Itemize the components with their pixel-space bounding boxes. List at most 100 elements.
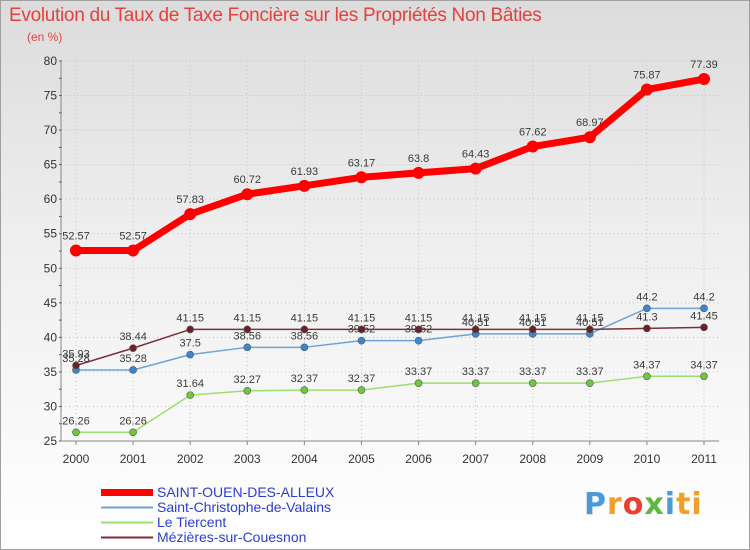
series-0-point [412,166,425,179]
legend-item: Saint-Christophe-de-Valains [101,500,334,515]
y-tick-label: 60 [44,192,58,206]
series-2-line [75,375,705,434]
series-0-point [698,73,710,86]
series-1-point [186,350,194,359]
legend-swatch-le-tiercent [101,521,153,524]
legend: SAINT-OUEN-DES-ALLEUX Saint-Christophe-d… [101,485,334,545]
x-tick-label: 2006 [405,452,432,466]
legend-swatch-mezieres [101,536,153,539]
series-0-point [583,131,596,144]
series-3-line [75,326,705,367]
series-3-data-label: 41.15 [405,312,433,324]
series-0-data-label: 61.93 [291,166,319,178]
series-1-point [300,343,309,352]
series-2-point [528,379,537,387]
series-1-data-label: 44.2 [636,291,657,303]
x-tick-label: 2004 [291,452,318,466]
series-3-point [586,325,594,334]
series-0-point [241,188,254,201]
series-1-data-label: 39.52 [348,324,376,336]
series-1-data-label: 44.2 [693,291,714,303]
series-0-point [526,140,539,153]
y-tick-label: 70 [44,123,58,137]
series-3-point [643,324,651,333]
legend-label-saint-christophe: Saint-Christophe-de-Valains [157,499,332,515]
series-2-data-label: 26.26 [62,415,90,427]
series-1-point [357,336,366,345]
legend-item: Le Tiercent [101,515,334,530]
series-1-point [643,304,651,313]
series-2-point [586,379,594,387]
series-2-data-label: 34.37 [690,359,718,371]
y-tick-label: 55 [44,227,58,241]
series-0-point [70,244,82,257]
data-labels: 52.57 52.57 57.83 60.72 61.93 63.17 63.8 64.43 6… [62,59,718,427]
series-2-point [357,386,366,394]
legend-label-saint-ouen: SAINT-OUEN-DES-ALLEUX [157,484,335,500]
legend-label-le-tiercent: Le Tiercent [157,514,227,530]
series-3-data-label: 41.15 [462,312,490,324]
axes: 25 30 35 40 45 50 55 60 65 70 75 80 2000 2001 2002 2003… [44,54,719,466]
x-tick-label: 2000 [63,452,90,466]
y-tick-label: 50 [44,261,58,275]
series-3-data-label: 41.45 [690,310,718,322]
series-3-data-label: 41.15 [576,312,604,324]
legend-swatch-saint-ouen [101,489,153,496]
series-3-point [300,325,309,334]
series-0-point [298,179,311,192]
series-2-data-label: 33.37 [576,366,604,378]
series-2-data-label: 32.37 [348,373,376,385]
x-tick-label: 2008 [519,452,546,466]
x-tick-label: 2007 [462,452,489,466]
y-tick-label: 80 [44,54,58,68]
y-tick-label: 65 [44,158,58,172]
y-tick-label: 30 [44,399,58,413]
x-tick-label: 2001 [120,452,147,466]
series-3-point [129,344,137,352]
series-0-data-label: 77.39 [690,59,718,71]
series-2-data-label: 33.37 [405,366,433,378]
series-2-data-label: 31.64 [176,378,204,390]
series-3-point [243,325,252,334]
series-2-data-label: 34.37 [633,359,661,371]
series-1-data-label: 40.51 [519,317,547,329]
series-3-data-label: 41.15 [291,312,319,324]
series-2-point [243,386,252,395]
chart-title: Evolution du Taux de Taxe Foncière sur l… [9,5,542,26]
y-tick-label: 75 [44,89,58,103]
x-tick-label: 2005 [348,452,375,466]
series-2-data-label: 26.26 [119,415,147,427]
series-1-data-label: 37.5 [179,338,200,350]
grid-lines [61,60,719,442]
chart-subtitle: (en %) [27,30,63,44]
series-3-data-label: 35.93 [62,348,90,360]
series-2-point [700,372,708,381]
series-2-point [300,386,309,394]
series-3-data-label: 38.44 [119,331,147,343]
series-3-data-label: 41.15 [176,312,204,324]
series-1-line [75,307,705,371]
series-0-data-label: 60.72 [234,174,262,186]
series-0-data-label: 75.87 [633,70,661,82]
series-1-data-label: 40.51 [462,317,490,329]
x-tick-label: 2011 [691,452,717,466]
x-tick-label: 2010 [634,452,661,466]
series-1-data-label: 35.28 [62,353,90,365]
y-tick-label: 40 [44,330,58,344]
series-0-data-label: 57.83 [176,194,204,206]
series-2-point [414,379,423,387]
proxiti-logo: Proxiti [584,487,703,522]
x-tick-label: 2003 [234,452,261,466]
series-2-point [186,391,194,399]
series-0-point [469,162,482,175]
series-3-point [186,325,194,334]
series-0-data-label: 68.97 [576,117,604,129]
series-2-data-label: 32.37 [291,373,319,385]
series-3-data-label: 41.3 [636,311,657,323]
series-1-data-label: 38.56 [234,330,262,342]
series-0-line [72,75,708,255]
series-3-data-label: 41.15 [234,312,262,324]
series-0-data-label: 67.62 [519,127,547,139]
